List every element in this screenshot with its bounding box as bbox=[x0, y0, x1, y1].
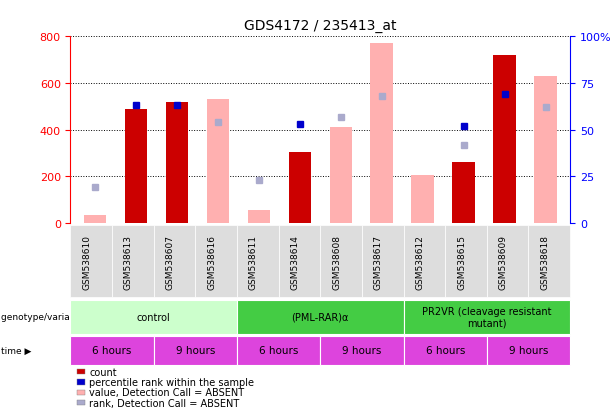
Text: percentile rank within the sample: percentile rank within the sample bbox=[89, 377, 254, 387]
Text: 6 hours: 6 hours bbox=[259, 346, 299, 356]
Text: GSM538616: GSM538616 bbox=[207, 234, 216, 289]
Text: time ▶: time ▶ bbox=[1, 346, 32, 355]
Title: GDS4172 / 235413_at: GDS4172 / 235413_at bbox=[244, 19, 397, 33]
Text: count: count bbox=[89, 367, 117, 377]
Text: value, Detection Call = ABSENT: value, Detection Call = ABSENT bbox=[89, 387, 245, 397]
Bar bbox=[84, 215, 106, 223]
Bar bbox=[289, 152, 311, 223]
Text: PR2VR (cleavage resistant
mutant): PR2VR (cleavage resistant mutant) bbox=[422, 306, 552, 328]
Text: 6 hours: 6 hours bbox=[93, 346, 132, 356]
Bar bbox=[248, 211, 270, 223]
Text: genotype/variation ▶: genotype/variation ▶ bbox=[1, 312, 97, 321]
Text: 9 hours: 9 hours bbox=[176, 346, 215, 356]
Bar bbox=[452, 163, 475, 223]
Bar bbox=[125, 109, 147, 223]
Text: 9 hours: 9 hours bbox=[342, 346, 382, 356]
Text: GSM538617: GSM538617 bbox=[374, 234, 383, 289]
Bar bbox=[166, 102, 188, 223]
Text: GSM538609: GSM538609 bbox=[498, 234, 508, 289]
Text: (PML-RAR)α: (PML-RAR)α bbox=[292, 312, 349, 322]
Text: GSM538611: GSM538611 bbox=[249, 234, 258, 289]
Text: GSM538614: GSM538614 bbox=[291, 234, 300, 289]
Bar bbox=[411, 175, 434, 223]
Text: rank, Detection Call = ABSENT: rank, Detection Call = ABSENT bbox=[89, 398, 240, 408]
Bar bbox=[207, 100, 229, 223]
Text: GSM538612: GSM538612 bbox=[416, 234, 424, 289]
Text: GSM538618: GSM538618 bbox=[540, 234, 549, 289]
Text: GSM538607: GSM538607 bbox=[166, 234, 175, 289]
Bar bbox=[535, 77, 557, 223]
Text: 9 hours: 9 hours bbox=[509, 346, 548, 356]
Text: 6 hours: 6 hours bbox=[425, 346, 465, 356]
Bar bbox=[370, 44, 393, 223]
Text: GSM538608: GSM538608 bbox=[332, 234, 341, 289]
Text: GSM538615: GSM538615 bbox=[457, 234, 466, 289]
Bar bbox=[493, 56, 516, 223]
Text: GSM538610: GSM538610 bbox=[82, 234, 91, 289]
Text: GSM538613: GSM538613 bbox=[124, 234, 133, 289]
Bar bbox=[330, 128, 352, 223]
Text: control: control bbox=[137, 312, 170, 322]
